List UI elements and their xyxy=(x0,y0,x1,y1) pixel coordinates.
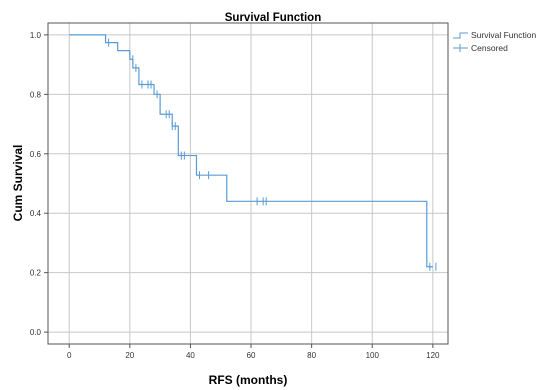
grid-lines xyxy=(48,23,448,344)
y-tick-label: 0.6 xyxy=(30,150,42,159)
x-tick-label: 40 xyxy=(186,351,195,360)
legend: Survival Function Censored xyxy=(453,30,536,53)
y-axis: 0.0 0.2 0.4 0.6 0.8 1.0 xyxy=(30,31,48,337)
x-tick-label: 80 xyxy=(307,351,316,360)
legend-label-censored: Censored xyxy=(471,43,508,53)
y-tick-label: 0.8 xyxy=(30,90,42,99)
x-axis: 0 20 40 60 80 100 120 xyxy=(67,344,440,360)
x-axis-title: RFS (months) xyxy=(209,373,288,387)
y-tick-label: 0.4 xyxy=(30,209,42,218)
x-tick-label: 20 xyxy=(125,351,134,360)
y-tick-label: 0.2 xyxy=(30,269,42,278)
x-tick-label: 100 xyxy=(366,351,380,360)
x-tick-label: 60 xyxy=(247,351,256,360)
chart-title: Survival Function xyxy=(225,12,322,24)
y-tick-label: 1.0 xyxy=(30,31,42,40)
plot-area-frame xyxy=(48,23,448,344)
x-tick-label: 0 xyxy=(67,351,72,360)
series-layer xyxy=(69,35,436,271)
legend-step-symbol xyxy=(453,33,468,38)
legend-label-survival: Survival Function xyxy=(471,30,536,40)
y-tick-label: 0.0 xyxy=(30,328,42,337)
x-tick-label: 120 xyxy=(426,351,440,360)
y-axis-title: Cum Survival xyxy=(11,145,25,222)
